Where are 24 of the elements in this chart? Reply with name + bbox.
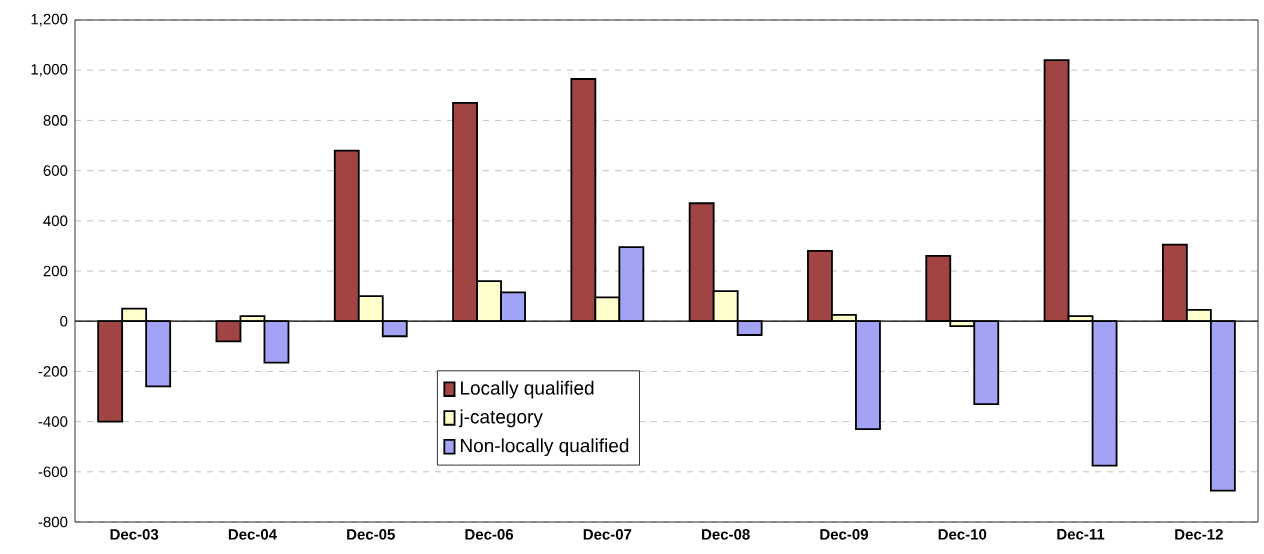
y-tick-label: 1,000 <box>31 64 68 77</box>
y-tick-label: -600 <box>38 466 68 478</box>
legend-label: j-category <box>458 409 543 428</box>
y-tick-label: 400 <box>43 215 68 227</box>
x-tick-label: Dec-08 <box>702 529 750 540</box>
y-tick-label: 600 <box>43 165 68 176</box>
x-tick-label: Dec-05 <box>347 529 395 540</box>
y-tick-label: 800 <box>43 115 68 126</box>
y-tick-label: 0 <box>60 315 68 327</box>
x-tick-label: Dec-06 <box>465 529 514 540</box>
x-tick-label: Dec-03 <box>110 529 159 540</box>
y-tick-label: -400 <box>38 416 68 427</box>
x-tick-label: Dec-12 <box>1175 529 1223 540</box>
y-tick-label: -200 <box>38 366 68 377</box>
y-tick-label: -800 <box>38 516 68 528</box>
x-tick-label: Dec-09 <box>820 529 868 540</box>
x-tick-label: Dec-10 <box>938 529 987 540</box>
y-tick-label: 1,200 <box>31 13 68 27</box>
y-tick-label: 200 <box>43 265 68 277</box>
legend-label: Locally qualified <box>461 380 594 399</box>
x-tick-label: Dec-04 <box>228 529 277 540</box>
x-tick-label: Dec-07 <box>583 529 632 540</box>
x-tick-label: Dec-11 <box>1057 529 1105 540</box>
legend-label: Non-locally qualified <box>461 438 629 457</box>
